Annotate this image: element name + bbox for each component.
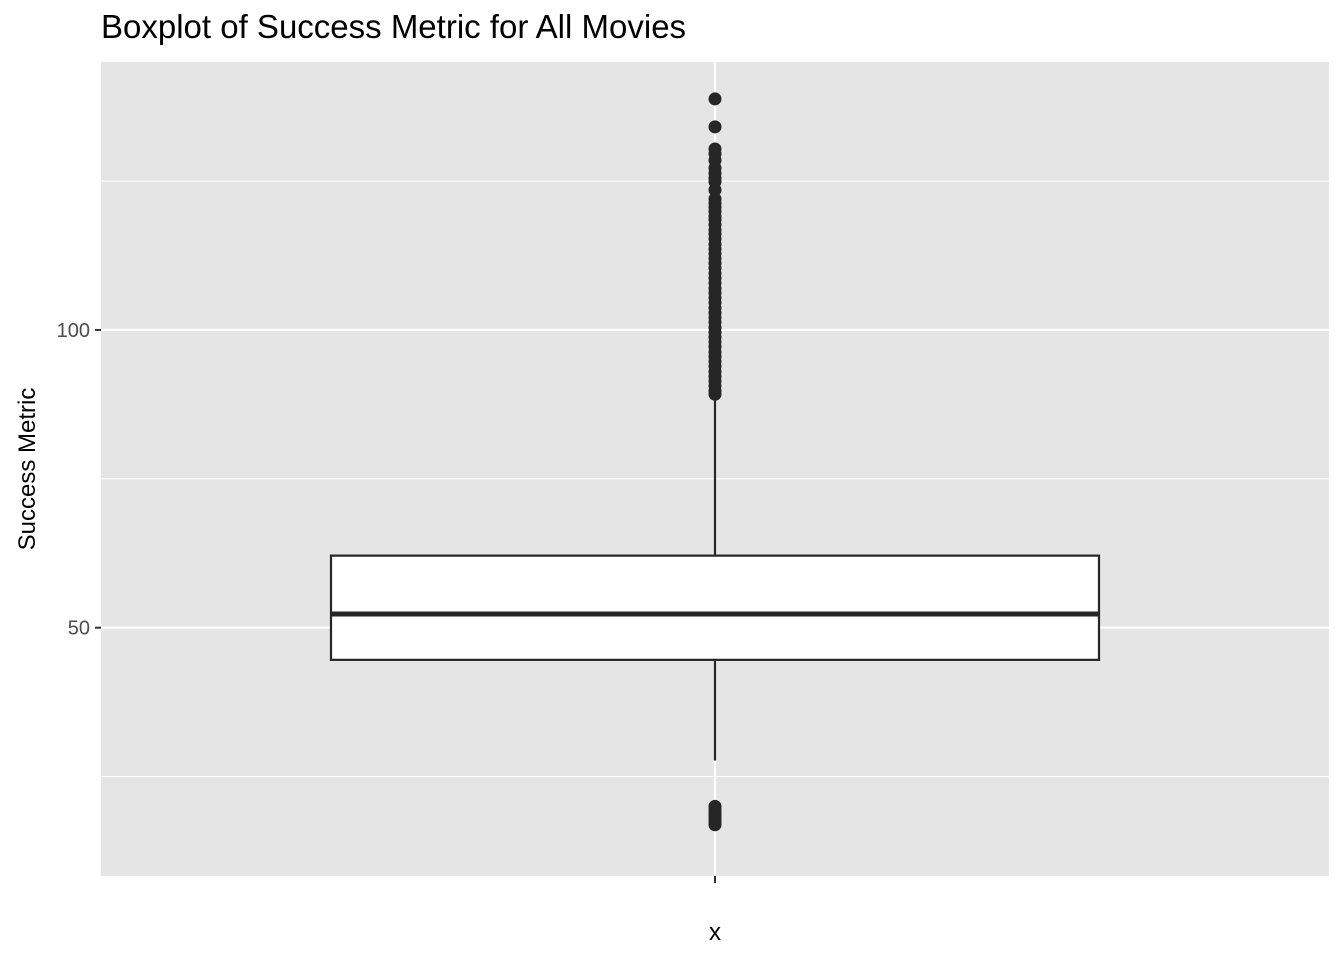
chart-title: Boxplot of Success Metric for All Movies [101, 8, 687, 45]
iqr-box [329, 554, 1101, 661]
boxplot [329, 396, 1101, 761]
outlier-point [708, 818, 722, 832]
outlier-point [708, 183, 722, 197]
x-axis-title: x [709, 919, 721, 946]
y-axis-title: Success Metric [14, 388, 41, 551]
outlier-point [708, 120, 722, 134]
outlier-point [708, 92, 722, 106]
y-tick-label: 50 [68, 618, 90, 640]
y-tick-label: 100 [57, 320, 90, 342]
outlier-points [708, 92, 722, 832]
y-axis: 50 100 [57, 320, 101, 640]
outlier-point [708, 387, 722, 401]
